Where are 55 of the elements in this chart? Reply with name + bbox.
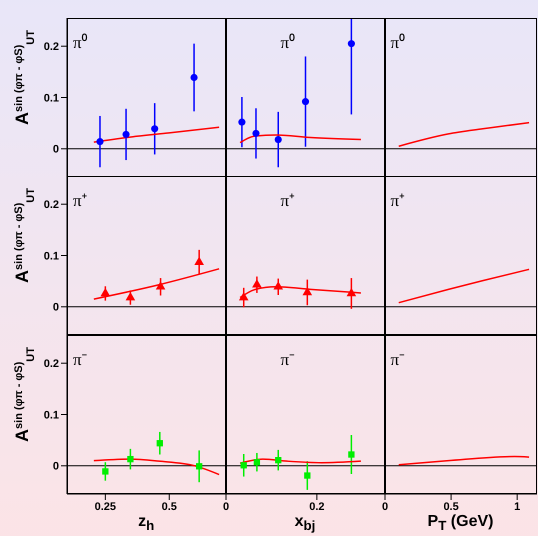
x-tick-label: 1	[514, 500, 520, 512]
y-tick-label: 0.1	[44, 408, 59, 421]
point	[301, 98, 309, 106]
annotation: π⁰	[280, 32, 296, 53]
annotation: π⁺	[280, 190, 296, 210]
point	[252, 130, 260, 137]
annotation: π⁺	[73, 190, 88, 210]
annotation: π⁻	[73, 348, 88, 370]
y-tick-label: 0.1	[44, 250, 59, 262]
y-tick-label: 0.1	[44, 92, 59, 104]
point	[274, 136, 282, 144]
y-tick-label: 0.2	[44, 358, 59, 370]
annotation: π⁻	[280, 348, 296, 370]
y-tick-label: 0.2	[44, 198, 59, 211]
point	[346, 287, 356, 296]
point	[194, 256, 204, 264]
point	[304, 472, 310, 478]
x-axis-title: P$_{T}$ (GeV)	[426, 512, 494, 535]
point	[252, 278, 262, 288]
annotation: π⁺	[390, 190, 406, 210]
point	[122, 130, 130, 138]
line-series	[93, 126, 220, 143]
point	[156, 280, 166, 290]
point	[96, 138, 104, 146]
point	[238, 118, 245, 126]
point	[126, 292, 136, 300]
x-tick-label: 0.5	[162, 500, 177, 512]
x-tick-label: 0.25	[94, 500, 116, 512]
point	[156, 440, 163, 446]
point	[274, 456, 281, 463]
annotation: π⁰	[390, 32, 406, 53]
x-tick-label: 0.5	[442, 500, 458, 512]
x-tick-label: 0.2	[308, 500, 324, 512]
point	[190, 74, 198, 82]
x-axis-title: z$_{h}$	[137, 512, 156, 535]
y-tick-label: 0	[52, 144, 59, 156]
y-tick-label: 0	[52, 301, 59, 314]
point	[196, 462, 202, 469]
point	[240, 462, 246, 468]
point	[151, 125, 158, 132]
y-tick-label: 0	[52, 460, 59, 472]
annotation: π⁻	[390, 348, 406, 370]
point	[102, 468, 109, 474]
x-tick-label: 0	[381, 500, 388, 512]
point	[100, 287, 110, 296]
point	[127, 455, 134, 462]
point	[253, 458, 260, 465]
annotation: π⁰	[73, 32, 88, 53]
x-axis-title: x$_{bj}$	[294, 512, 316, 535]
y-tick-label: 0.2	[44, 41, 59, 54]
point	[347, 40, 354, 48]
point	[302, 286, 312, 295]
point	[348, 450, 354, 458]
x-tick-label: 0	[222, 500, 229, 512]
point	[238, 292, 248, 300]
